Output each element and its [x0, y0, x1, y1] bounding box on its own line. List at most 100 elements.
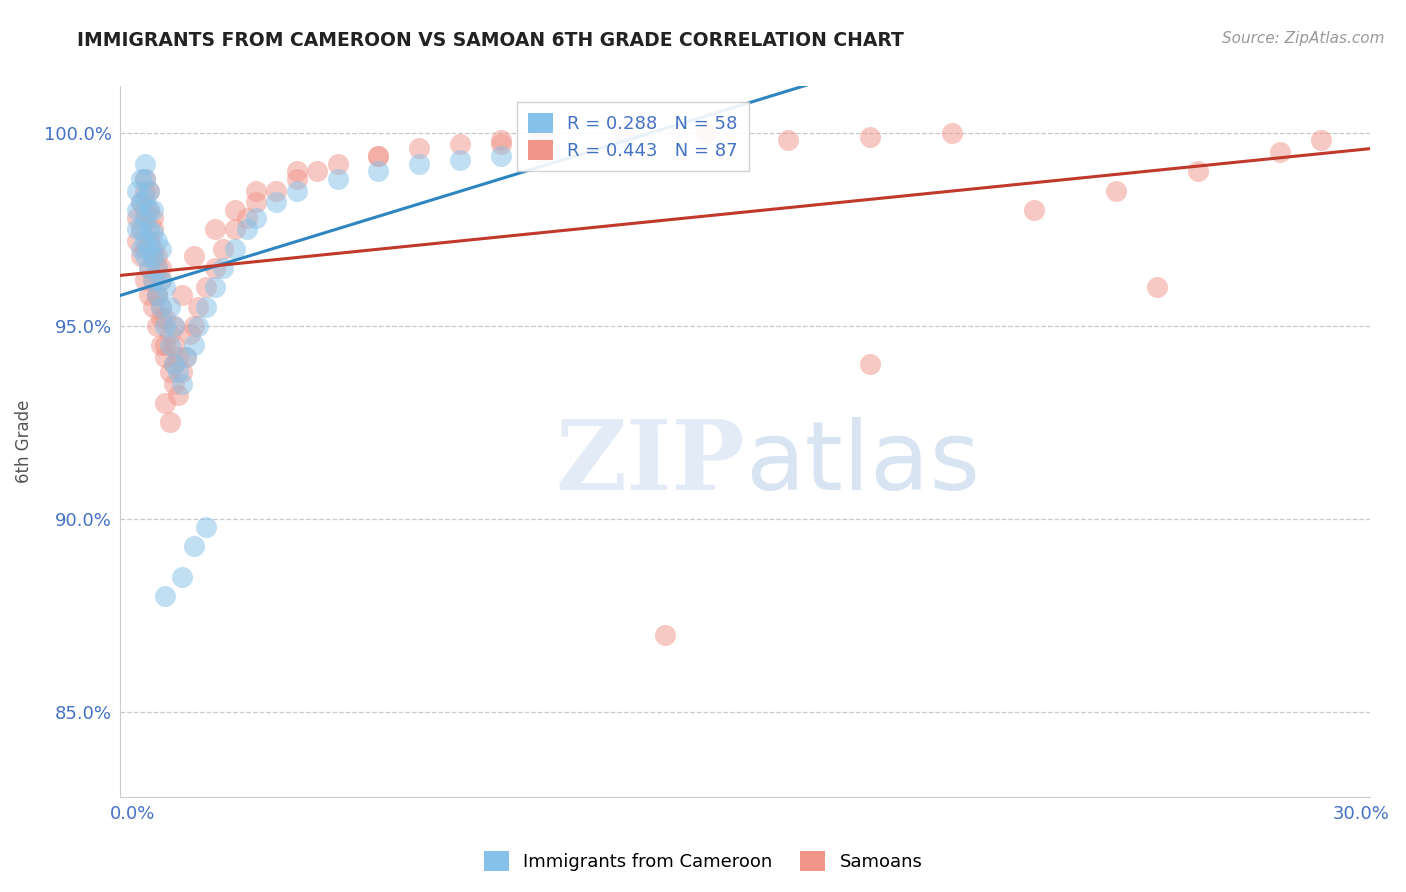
Point [408, 156, 430, 170]
Point [134, 172, 156, 186]
Point [129, 195, 152, 210]
Point [142, 226, 165, 240]
Point [174, 350, 197, 364]
Point [155, 350, 177, 364]
Point [138, 288, 160, 302]
Point [166, 365, 188, 379]
Point [134, 249, 156, 263]
Legend: R = 0.288   N = 58, R = 0.443   N = 87: R = 0.288 N = 58, R = 0.443 N = 87 [517, 103, 749, 171]
Point [142, 242, 165, 256]
Text: ZIP: ZIP [555, 416, 745, 510]
Text: atlas: atlas [745, 417, 980, 509]
Point [138, 184, 160, 198]
Point [491, 133, 513, 147]
Point [187, 300, 209, 314]
Point [138, 234, 160, 248]
Point [183, 338, 205, 352]
Point [138, 260, 160, 275]
Point [305, 164, 328, 178]
Legend: Immigrants from Cameroon, Samoans: Immigrants from Cameroon, Samoans [477, 844, 929, 879]
Point [125, 211, 148, 225]
Point [138, 260, 160, 275]
Point [859, 358, 882, 372]
Point [187, 318, 209, 333]
Point [367, 149, 389, 163]
Point [166, 388, 188, 402]
Point [129, 242, 152, 256]
Point [146, 260, 169, 275]
Point [326, 156, 349, 170]
Point [150, 338, 173, 352]
Point [146, 288, 169, 302]
Point [159, 365, 181, 379]
Point [166, 350, 188, 364]
Point [183, 318, 205, 333]
Point [285, 172, 308, 186]
Point [778, 133, 800, 147]
Point [183, 249, 205, 263]
Point [150, 272, 173, 286]
Point [155, 280, 177, 294]
Point [142, 249, 165, 263]
Point [155, 396, 177, 410]
Point [138, 234, 160, 248]
Point [150, 300, 173, 314]
Point [146, 288, 169, 302]
Point [174, 350, 197, 364]
Point [150, 311, 173, 326]
Point [138, 222, 160, 236]
Point [129, 195, 152, 210]
Point [245, 211, 267, 225]
Point [163, 358, 186, 372]
Point [1146, 280, 1168, 294]
Point [142, 272, 165, 286]
Point [170, 365, 193, 379]
Point [159, 338, 181, 352]
Point [134, 211, 156, 225]
Point [125, 222, 148, 236]
Point [125, 184, 148, 198]
Point [367, 164, 389, 178]
Point [211, 260, 233, 275]
Text: IMMIGRANTS FROM CAMEROON VS SAMOAN 6TH GRADE CORRELATION CHART: IMMIGRANTS FROM CAMEROON VS SAMOAN 6TH G… [77, 31, 904, 50]
Point [150, 272, 173, 286]
Point [204, 280, 226, 294]
Point [125, 202, 148, 217]
Point [859, 129, 882, 144]
Point [134, 234, 156, 248]
Point [138, 184, 160, 198]
Text: Source: ZipAtlas.com: Source: ZipAtlas.com [1222, 31, 1385, 46]
Y-axis label: 6th Grade: 6th Grade [15, 401, 32, 483]
Point [142, 300, 165, 314]
Point [941, 126, 963, 140]
Point [138, 242, 160, 256]
Point [163, 318, 186, 333]
Point [613, 137, 636, 152]
Point [138, 202, 160, 217]
Point [155, 318, 177, 333]
Point [654, 628, 676, 642]
Point [170, 570, 193, 584]
Point [163, 338, 186, 352]
Point [163, 358, 186, 372]
Point [134, 211, 156, 225]
Point [155, 311, 177, 326]
Point [179, 326, 201, 341]
Point [159, 326, 181, 341]
Point [163, 318, 186, 333]
Point [285, 184, 308, 198]
Point [129, 249, 152, 263]
Point [491, 137, 513, 152]
Point [142, 272, 165, 286]
Point [150, 242, 173, 256]
Point [155, 338, 177, 352]
Point [163, 376, 186, 391]
Point [408, 141, 430, 155]
Point [224, 222, 246, 236]
Point [245, 195, 267, 210]
Point [195, 520, 218, 534]
Point [142, 202, 165, 217]
Point [1187, 164, 1209, 178]
Point [264, 184, 287, 198]
Point [264, 195, 287, 210]
